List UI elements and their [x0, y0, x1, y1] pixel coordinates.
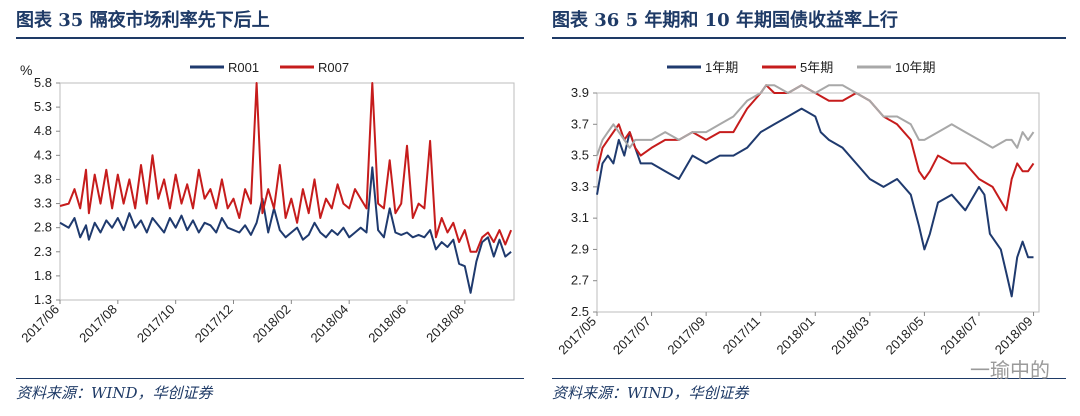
y-tick-label: 2.5: [571, 304, 589, 319]
title-rule-right: [552, 37, 1066, 39]
y-tick-label: 2.8: [34, 220, 52, 235]
x-tick-label: 2018/04: [307, 302, 351, 346]
y-tick-label: 4.3: [34, 147, 52, 162]
x-tick-label: 2018/01: [774, 314, 818, 358]
y-tick-label: 1.8: [34, 268, 52, 283]
title-rule-left: [16, 37, 524, 39]
chart-title-left: 图表 35 隔夜市场利率先下后上: [16, 10, 270, 31]
y-tick-label: 3.1: [571, 210, 589, 225]
x-tick-label: 2017/07: [610, 314, 654, 358]
y-tick-label: 3.5: [571, 148, 589, 163]
x-tick-label: 2017/09: [664, 314, 708, 358]
legend-label: R001: [228, 60, 259, 75]
y-tick-label: 5.3: [34, 99, 52, 114]
y-tick-label: 2.3: [34, 244, 52, 259]
chart-source-right: 资料来源：WIND，华创证券: [552, 384, 749, 402]
y-tick-label: 3.3: [571, 179, 589, 194]
y-tick-label: 2.7: [571, 273, 589, 288]
x-tick-label: 2018/02: [250, 302, 294, 346]
x-tick-label: 2017/08: [76, 302, 120, 346]
x-tick-label: 2017/05: [555, 314, 599, 358]
series-line-1年期: [596, 107, 1034, 298]
legend-label: 1年期: [705, 60, 738, 75]
y-tick-label: 2.9: [571, 241, 589, 256]
x-tick-label: 2018/09: [992, 314, 1036, 358]
plot-frame: [596, 92, 1040, 313]
y-tick-label: 3.3: [34, 196, 52, 211]
y-tick-label: 3.9: [571, 85, 589, 100]
source-rule-right: [552, 378, 1066, 379]
y-tick-label: 3.8: [34, 171, 52, 186]
watermark-text: 一瑜中的: [970, 360, 1050, 382]
y-tick-label: 1.3: [34, 292, 52, 307]
x-tick-label: 2017/11: [720, 314, 763, 357]
series-line-5年期: [596, 84, 1035, 212]
x-tick-label: 2018/05: [883, 314, 927, 358]
series-line-R007: [59, 82, 513, 253]
plot-frame: [59, 82, 515, 301]
legend-label: R007: [318, 60, 349, 75]
chart-left: 1.3 1.8 2.3 2.8 3.3 3.8 4.3 4.8 5.3 5.8 2017/06 201…: [18, 60, 515, 346]
x-tick-label: 2017/12: [192, 302, 236, 346]
x-tick-label: 2017/10: [134, 302, 178, 346]
y-tick-label: 4.8: [34, 123, 52, 138]
y-tick-label: 3.7: [571, 116, 589, 131]
x-tick-label: 2018/03: [828, 314, 872, 358]
series-line-R001: [59, 166, 512, 294]
x-tick-label: 2018/07: [937, 314, 981, 358]
y-axis-label: %: [20, 62, 32, 78]
series-line-10年期: [596, 84, 1035, 156]
x-tick-label: 2017/06: [18, 302, 62, 346]
x-tick-label: 2018/08: [423, 302, 467, 346]
legend-label: 10年期: [895, 60, 935, 75]
chart-source-left: 资料来源：WIND，华创证券: [16, 384, 213, 402]
chart-title-right: 图表 36 5 年期和 10 年期国债收益率上行: [552, 10, 898, 31]
x-tick-label: 2018/06: [365, 302, 409, 346]
legend-label: 5年期: [800, 60, 833, 75]
source-rule-left: [16, 378, 524, 379]
y-tick-label: 5.8: [34, 75, 52, 90]
